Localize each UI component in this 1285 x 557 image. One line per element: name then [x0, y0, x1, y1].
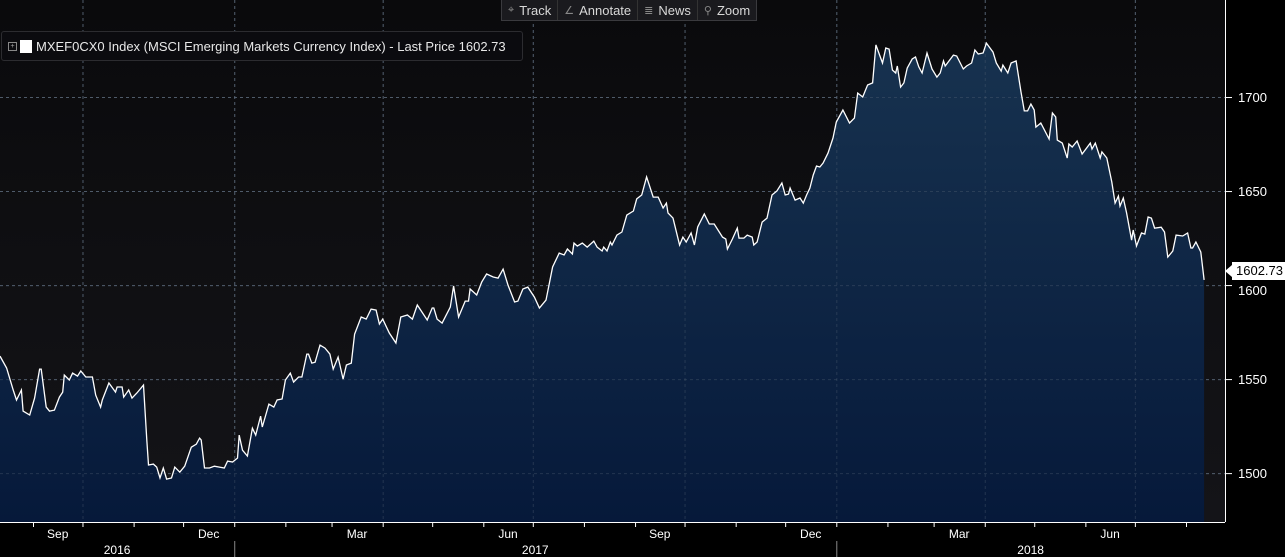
x-month-label: Sep	[47, 527, 69, 541]
zoom-button[interactable]: ⚲ Zoom	[696, 0, 756, 20]
y-tick-label: 1700	[1238, 90, 1267, 105]
pencil-icon: ∠	[564, 4, 575, 17]
y-tick-label: 1500	[1238, 466, 1267, 481]
gridlines-overlay	[0, 0, 1225, 522]
y-tick-label: 1600	[1238, 283, 1267, 298]
y-tick-label: 1650	[1238, 184, 1267, 199]
series-area-fill	[0, 43, 1205, 522]
chart-legend: + MXEF0CX0 Index (MSCI Emerging Markets …	[1, 31, 523, 61]
x-year-label: 2017	[522, 543, 549, 557]
news-icon: ≣	[644, 4, 654, 17]
x-year-label: 2018	[1017, 543, 1044, 557]
expand-legend-icon[interactable]: +	[8, 41, 17, 51]
track-label: Track	[519, 2, 552, 18]
series-color-swatch	[20, 39, 32, 53]
x-month-label: Jun	[498, 527, 517, 541]
track-button[interactable]: ⌖ Track	[502, 0, 557, 20]
crosshair-icon: ⌖	[508, 3, 515, 16]
y-tick-label: 1550	[1238, 372, 1267, 387]
chart-toolbar: ⌖ Track ∠ Annotate ≣ News ⚲ Zoom	[501, 0, 758, 21]
series-line	[0, 41, 1205, 481]
news-label: News	[658, 2, 691, 18]
zoom-label: Zoom	[716, 2, 751, 18]
x-month-label: Mar	[949, 527, 970, 541]
x-month-label: Dec	[198, 527, 219, 541]
x-year-label: 2016	[104, 543, 131, 557]
magnifier-icon: ⚲	[703, 4, 712, 17]
legend-text: MXEF0CX0 Index (MSCI Emerging Markets Cu…	[36, 38, 506, 54]
x-month-label: Jun	[1100, 527, 1119, 541]
x-month-label: Sep	[649, 527, 671, 541]
last-price-label: 1602.73	[1225, 262, 1285, 280]
annotate-label: Annotate	[579, 2, 632, 18]
x-month-label: Mar	[347, 527, 368, 541]
annotate-button[interactable]: ∠ Annotate	[557, 0, 637, 20]
x-month-label: Dec	[800, 527, 821, 541]
y-axis: 1500 1550 1600 1650 1700	[1225, 90, 1267, 481]
news-button[interactable]: ≣ News	[637, 0, 697, 20]
x-axis: Sep Dec Mar Jun Sep Dec Mar Jun 2016 2017 2018	[32, 522, 1187, 557]
